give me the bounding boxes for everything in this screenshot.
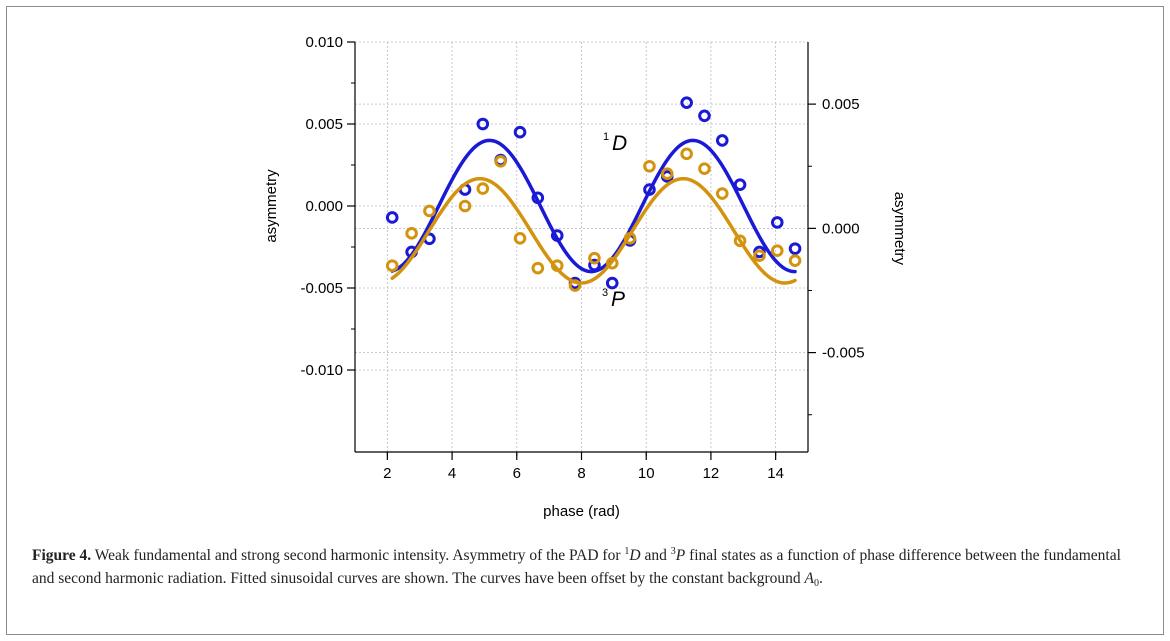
data-point-1-16 (698, 162, 711, 176)
data-point-0-6 (513, 125, 527, 139)
data-point-0-7 (531, 191, 545, 205)
data-point-1-17 (715, 187, 729, 200)
data-point-1-7 (531, 261, 545, 275)
data-point-1-9 (568, 279, 582, 292)
x-axis-label: phase (rad) (543, 503, 620, 520)
data-point-1-19 (753, 249, 766, 262)
data-point-1-18 (733, 234, 747, 248)
data-point-1-6 (513, 232, 527, 245)
data-point-0-8 (550, 229, 564, 242)
left-tick-label-1: 0.005 (305, 116, 343, 133)
caption-symbol: A (804, 570, 814, 587)
data-point-1-20 (770, 244, 784, 258)
x-tick-label-5: 12 (703, 465, 720, 482)
data-point-0-16 (698, 109, 711, 123)
x-tick-label-0: 2 (383, 465, 391, 482)
caption-sup-1: 1 (624, 546, 630, 557)
series-label-sup-1: 3 (602, 287, 608, 299)
data-point-1-5 (494, 154, 507, 168)
data-point-0-0 (385, 211, 399, 224)
fit-curve-1 (390, 176, 797, 285)
data-point-1-11 (605, 256, 619, 270)
caption-sup-2: 3 (670, 546, 676, 557)
caption-text-1: Weak fundamental and strong second harmo… (91, 547, 625, 564)
left-tick-label-2: 0.000 (305, 198, 343, 215)
data-point-1-14 (660, 167, 674, 180)
data-point-1-3 (458, 199, 472, 213)
caption-state-2: P (675, 547, 686, 564)
right-tick-label-2: -0.005 (822, 345, 865, 362)
data-point-1-15 (680, 147, 693, 161)
chart: 2 4 6 8 10 12 14 phase (rad) 0.010 0.005 0.000 -0.0… (263, 34, 908, 520)
data-point-1-21 (788, 254, 802, 267)
data-point-0-18 (733, 178, 747, 191)
left-axis-label: asymmetry (263, 169, 280, 243)
series-label-1: P (611, 288, 625, 311)
data-point-1-10 (588, 251, 601, 265)
series-label-0: D (612, 132, 627, 155)
data-point-1-13 (643, 159, 656, 173)
caption-sub: 0 (813, 578, 819, 589)
x-tick-label-2: 6 (513, 465, 521, 482)
data-point-0-10 (588, 258, 601, 272)
series-label-sup-0: 1 (603, 131, 609, 143)
caption-text-4: . (818, 570, 823, 587)
data-point-1-12 (623, 232, 637, 245)
fit-curve-0 (390, 138, 797, 274)
data-point-0-17 (715, 134, 729, 147)
data-point-0-15 (680, 96, 693, 109)
left-tick-label-3: -0.005 (300, 280, 343, 297)
x-tick-label-3: 8 (577, 465, 585, 482)
right-tick-label-0: 0.005 (822, 96, 860, 113)
data-point-0-4 (476, 117, 490, 131)
data-point-1-1 (405, 227, 418, 240)
caption-label: Figure 4. (32, 547, 92, 564)
caption-text-2: and (640, 547, 671, 564)
data-point-0-20 (770, 216, 784, 229)
caption-state-1: D (629, 547, 641, 564)
figure-frame (6, 6, 1164, 635)
data-point-0-11 (605, 276, 619, 290)
data-point-0-13 (643, 183, 656, 196)
x-tick-label-4: 10 (638, 465, 655, 482)
data-point-1-4 (476, 182, 490, 195)
caption-text-3: final states as a function of phase diff… (32, 547, 1121, 587)
right-tick-label-1: 0.000 (822, 220, 860, 237)
data-point-1-0 (385, 259, 399, 272)
left-tick-label-0: 0.010 (305, 34, 343, 51)
data-point-0-21 (788, 242, 802, 255)
x-tick-label-6: 14 (767, 465, 784, 482)
data-point-1-2 (423, 204, 436, 218)
left-tick-label-4: -0.010 (300, 362, 343, 379)
right-axis-label: asymmetry (891, 192, 908, 266)
data-point-1-8 (550, 259, 564, 272)
figure-caption: Figure 4. Weak fundamental and strong se… (32, 540, 1132, 595)
x-tick-label-1: 4 (448, 465, 456, 482)
